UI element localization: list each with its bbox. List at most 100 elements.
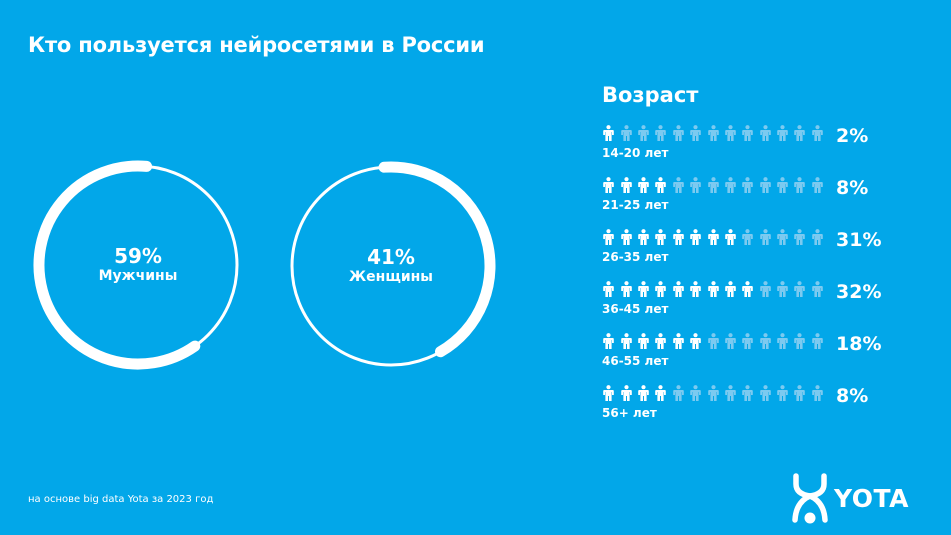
person-icons xyxy=(600,333,826,351)
person-filled-icon xyxy=(600,385,617,401)
person-empty-icon xyxy=(739,229,756,245)
person-filled-icon xyxy=(687,333,704,349)
person-empty-icon xyxy=(809,125,826,141)
person-filled-icon xyxy=(600,333,617,349)
person-empty-icon xyxy=(704,333,721,349)
person-empty-icon xyxy=(687,177,704,193)
person-empty-icon xyxy=(635,125,652,141)
yota-logo-icon xyxy=(792,473,828,524)
person-empty-icon xyxy=(791,385,808,401)
person-empty-icon xyxy=(774,385,791,401)
person-empty-icon xyxy=(774,125,791,141)
person-empty-icon xyxy=(791,333,808,349)
person-filled-icon xyxy=(635,281,652,297)
age-percent: 8% xyxy=(836,385,869,407)
person-filled-icon xyxy=(635,333,652,349)
donut-ring-icon xyxy=(33,160,239,370)
person-filled-icon xyxy=(670,281,687,297)
person-filled-icon xyxy=(600,177,617,193)
person-empty-icon xyxy=(722,177,739,193)
person-empty-icon xyxy=(809,281,826,297)
age-percent: 32% xyxy=(836,281,882,303)
age-section-title: Возраст xyxy=(602,83,699,107)
person-filled-icon xyxy=(687,229,704,245)
person-empty-icon xyxy=(809,385,826,401)
person-filled-icon xyxy=(652,385,669,401)
age-row: 2% 14-20 лет xyxy=(600,125,900,175)
person-empty-icon xyxy=(757,333,774,349)
age-percent: 2% xyxy=(836,125,869,147)
age-label: 26-35 лет xyxy=(602,250,669,264)
person-empty-icon xyxy=(757,125,774,141)
person-filled-icon xyxy=(652,333,669,349)
women-label: Женщины xyxy=(349,269,433,285)
person-empty-icon xyxy=(757,385,774,401)
person-empty-icon xyxy=(809,333,826,349)
person-icons xyxy=(600,125,826,143)
person-filled-icon xyxy=(670,229,687,245)
person-empty-icon xyxy=(687,385,704,401)
person-empty-icon xyxy=(687,125,704,141)
person-empty-icon xyxy=(791,281,808,297)
person-filled-icon xyxy=(652,229,669,245)
person-empty-icon xyxy=(722,385,739,401)
age-row: 31% 26-35 лет xyxy=(600,229,900,279)
person-filled-icon xyxy=(687,281,704,297)
men-label: Мужчины xyxy=(98,268,178,284)
person-empty-icon xyxy=(670,125,687,141)
brand-name: YOTA xyxy=(834,484,909,513)
person-filled-icon xyxy=(652,177,669,193)
age-label: 14-20 лет xyxy=(602,146,669,160)
age-row: 18% 46-55 лет xyxy=(600,333,900,383)
person-filled-icon xyxy=(635,385,652,401)
person-empty-icon xyxy=(652,125,669,141)
person-icons xyxy=(600,385,826,403)
gender-ring-men: 59% Мужчины xyxy=(33,160,243,370)
age-row: 32% 36-45 лет xyxy=(600,281,900,331)
age-percent: 31% xyxy=(836,229,882,251)
person-filled-icon xyxy=(617,333,634,349)
person-empty-icon xyxy=(739,385,756,401)
person-filled-icon xyxy=(704,281,721,297)
person-empty-icon xyxy=(757,177,774,193)
person-icons xyxy=(600,229,826,247)
person-empty-icon xyxy=(757,281,774,297)
age-label: 46-55 лет xyxy=(602,354,669,368)
person-filled-icon xyxy=(617,177,634,193)
person-empty-icon xyxy=(774,229,791,245)
person-filled-icon xyxy=(652,281,669,297)
person-icons xyxy=(600,177,826,195)
person-empty-icon xyxy=(791,177,808,193)
person-empty-icon xyxy=(774,281,791,297)
person-filled-icon xyxy=(704,229,721,245)
person-empty-icon xyxy=(791,125,808,141)
person-empty-icon xyxy=(739,125,756,141)
person-filled-icon xyxy=(600,281,617,297)
page-title: Кто пользуется нейросетями в России xyxy=(28,33,485,57)
person-filled-icon xyxy=(670,333,687,349)
person-empty-icon xyxy=(774,177,791,193)
person-empty-icon xyxy=(722,125,739,141)
gender-ring-women: 41% Женщины xyxy=(286,161,496,371)
age-row: 8% 21-25 лет xyxy=(600,177,900,227)
person-filled-icon xyxy=(635,229,652,245)
person-empty-icon xyxy=(739,333,756,349)
person-empty-icon xyxy=(809,177,826,193)
footnote: на основе big data Yota за 2023 год xyxy=(28,494,214,505)
person-empty-icon xyxy=(617,125,634,141)
donut-ring-icon xyxy=(290,161,496,367)
age-label: 21-25 лет xyxy=(602,198,669,212)
person-filled-icon xyxy=(722,229,739,245)
age-label: 56+ лет xyxy=(602,406,657,420)
person-filled-icon xyxy=(739,281,756,297)
yota-logo: YOTA xyxy=(790,472,935,528)
person-empty-icon xyxy=(722,333,739,349)
age-label: 36-45 лет xyxy=(602,302,669,316)
person-filled-icon xyxy=(722,281,739,297)
person-filled-icon xyxy=(635,177,652,193)
person-filled-icon xyxy=(617,385,634,401)
person-empty-icon xyxy=(757,229,774,245)
person-empty-icon xyxy=(739,177,756,193)
person-empty-icon xyxy=(704,177,721,193)
person-filled-icon xyxy=(617,281,634,297)
